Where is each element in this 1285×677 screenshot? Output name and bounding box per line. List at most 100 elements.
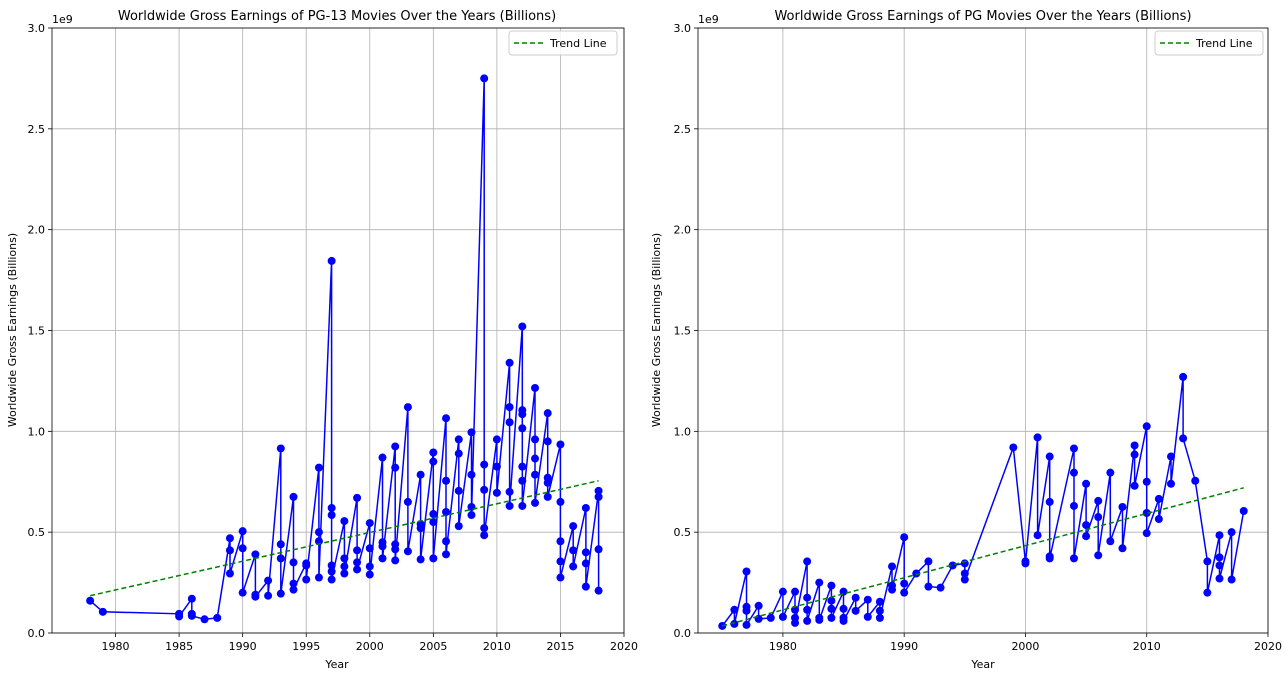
data-point xyxy=(581,548,590,557)
data-point xyxy=(1142,529,1151,538)
data-point xyxy=(492,462,501,471)
data-point xyxy=(327,503,336,512)
data-point xyxy=(1069,501,1078,510)
x-tick-label: 1995 xyxy=(292,640,320,653)
data-point xyxy=(791,587,800,596)
data-point xyxy=(1215,553,1224,562)
y-tick-label: 1.0 xyxy=(674,425,692,438)
y-tick-label: 1.0 xyxy=(28,425,46,438)
data-point xyxy=(742,620,751,629)
data-point xyxy=(403,497,412,506)
x-tick-label: 2000 xyxy=(1011,640,1039,653)
data-point xyxy=(1215,574,1224,583)
data-point xyxy=(1142,477,1151,486)
data-point xyxy=(839,616,848,625)
data-point xyxy=(353,546,362,555)
data-point xyxy=(442,537,451,546)
data-point xyxy=(900,533,909,542)
data-point xyxy=(1203,557,1212,566)
data-point xyxy=(778,587,787,596)
data-point xyxy=(556,497,565,506)
data-point xyxy=(200,615,209,624)
data-point xyxy=(1118,502,1127,511)
data-point xyxy=(766,613,775,622)
data-point xyxy=(960,559,969,568)
data-point xyxy=(863,612,872,621)
plot-frame xyxy=(697,27,1269,634)
plot-layer: 1980 1985 1990 1995 2000 2005 2010 2015 2020 0.0 0… xyxy=(28,22,639,653)
data-point xyxy=(314,573,323,582)
data-point xyxy=(289,585,298,594)
data-point xyxy=(518,501,527,510)
data-point xyxy=(1094,551,1103,560)
data-point xyxy=(1082,521,1091,530)
y-tick-label: 0.5 xyxy=(674,526,692,539)
data-point xyxy=(1239,506,1248,515)
x-tick-label: 2020 xyxy=(610,640,638,653)
x-tick-label: 1990 xyxy=(890,640,918,653)
data-point xyxy=(754,601,763,610)
data-point xyxy=(505,358,514,367)
data-point xyxy=(815,578,824,587)
data-point xyxy=(289,579,298,588)
data-point xyxy=(314,463,323,472)
chart-pg13: 1980 1985 1990 1995 2000 2005 2010 2015 2020 0.0 0… xyxy=(6,9,638,671)
data-point xyxy=(1094,496,1103,505)
data-point xyxy=(251,550,260,559)
data-point xyxy=(1033,531,1042,540)
data-point xyxy=(960,575,969,584)
y-tick-label: 3.0 xyxy=(674,22,692,35)
data-point xyxy=(863,595,872,604)
data-point xyxy=(264,591,273,600)
y-axis-label: Worldwide Gross Earnings (Billions) xyxy=(6,233,19,427)
data-point xyxy=(569,546,578,555)
trend-line xyxy=(89,480,599,597)
y-axis-label: Worldwide Gross Earnings (Billions) xyxy=(650,233,663,427)
data-point xyxy=(225,569,234,578)
data-point xyxy=(98,607,107,616)
data-point xyxy=(900,588,909,597)
data-point xyxy=(264,576,273,585)
data-point xyxy=(1154,515,1163,524)
data-point xyxy=(1227,528,1236,537)
data-point xyxy=(803,557,812,566)
data-point xyxy=(378,554,387,563)
data-point xyxy=(594,545,603,554)
data-point xyxy=(429,518,438,527)
data-point xyxy=(803,605,812,614)
data-point xyxy=(531,383,540,392)
data-point xyxy=(1203,588,1212,597)
data-point xyxy=(581,582,590,591)
data-point xyxy=(1179,434,1188,443)
data-point xyxy=(187,611,196,620)
data-point xyxy=(340,562,349,571)
data-point xyxy=(1106,468,1115,477)
data-point xyxy=(581,559,590,568)
data-point xyxy=(778,612,787,621)
y-tick-label: 2.5 xyxy=(674,123,692,136)
x-tick-label: 1985 xyxy=(165,640,193,653)
data-point xyxy=(302,575,311,584)
data-point xyxy=(467,470,476,479)
data-point xyxy=(391,463,400,472)
plot-frame xyxy=(51,27,625,634)
data-point xyxy=(391,556,400,565)
data-point xyxy=(518,476,527,485)
data-point xyxy=(1033,433,1042,442)
data-point xyxy=(391,442,400,451)
data-point xyxy=(960,569,969,578)
data-point xyxy=(827,596,836,605)
x-axis-label: Year xyxy=(324,658,349,671)
x-tick-label: 2010 xyxy=(483,640,511,653)
plot-layer: 1980 1990 2000 2010 2020 0.0 0.5 1.0 1.5 2.0 2.5 3.… xyxy=(674,22,1283,653)
data-point xyxy=(175,612,184,621)
y-tick-label: 3.0 xyxy=(28,22,46,35)
data-point xyxy=(238,544,247,553)
y-tick-label: 0.5 xyxy=(28,526,46,539)
data-point xyxy=(531,498,540,507)
data-point xyxy=(492,488,501,497)
data-point xyxy=(251,592,260,601)
data-point xyxy=(594,486,603,495)
data-point xyxy=(569,522,578,531)
